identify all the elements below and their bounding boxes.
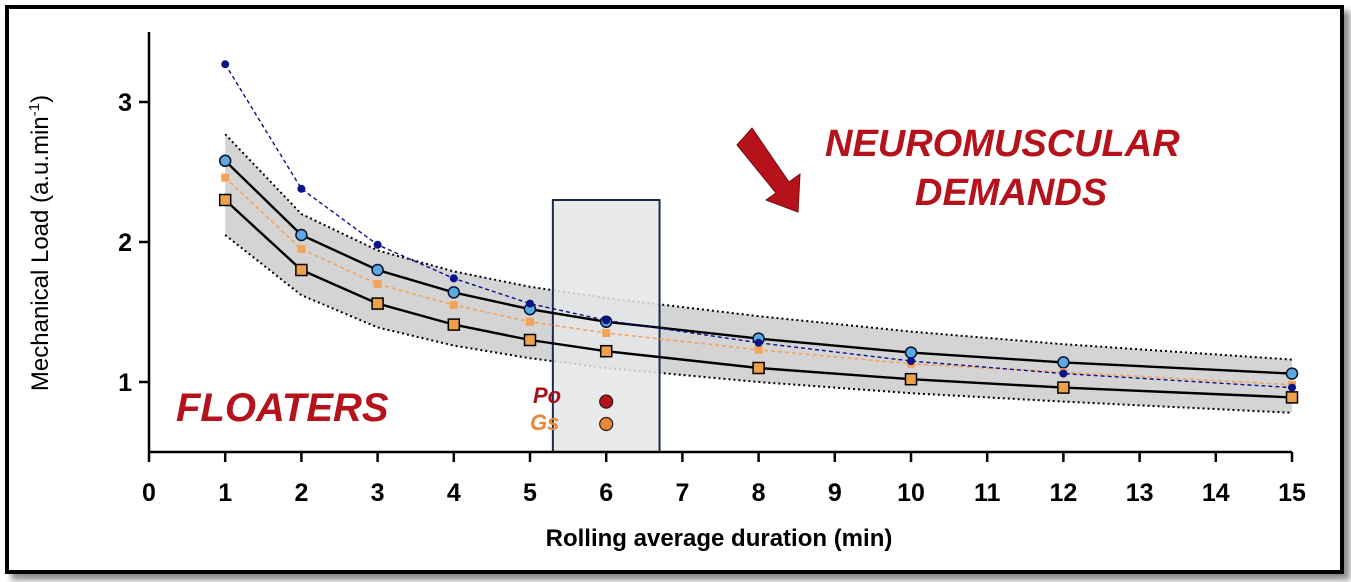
x-tick-label: 5 (523, 479, 537, 507)
orange-series-point (374, 280, 382, 288)
x-tick-label: 10 (897, 479, 925, 507)
lower-series-point (601, 346, 612, 357)
po-label: Po (533, 383, 561, 409)
x-tick-label: 8 (752, 479, 766, 507)
blue-series-point (297, 185, 305, 193)
upper-series-point (1287, 368, 1298, 379)
lower-series-point (372, 298, 383, 309)
upper-series-point (448, 287, 459, 298)
blue-series-point (450, 274, 458, 282)
blue-series-point (755, 339, 763, 347)
lower-series-point (296, 265, 307, 276)
floaters-label: FLOATERS (176, 386, 389, 431)
x-tick-label: 4 (447, 479, 461, 507)
x-tick-label: 12 (1049, 479, 1077, 507)
blue-series-point (221, 60, 229, 68)
y-axis-title-superscript: -1 (26, 103, 43, 116)
x-tick-label: 6 (599, 479, 613, 507)
y-axis-title-main: Mechanical Load (a.u.min (27, 116, 54, 391)
blue-series-point (907, 357, 915, 365)
arrow-layer (737, 128, 800, 212)
lower-series-point (525, 335, 536, 346)
lower-series-point (220, 195, 231, 206)
x-tick-label: 2 (294, 479, 308, 507)
blue-series-point (526, 300, 534, 308)
neuromuscular-label: NEUROMUSCULAR (825, 123, 1180, 166)
blue-series-point (374, 241, 382, 249)
y-tick-label: 2 (118, 229, 132, 257)
y-axis-title: Mechanical Load (a.u.min-1) (26, 95, 54, 391)
gs-point (600, 418, 613, 431)
x-tick-label: 7 (675, 479, 689, 507)
decreasing-arrow-icon (737, 128, 800, 212)
x-tick-label: 15 (1278, 479, 1306, 507)
lower-series-point (1287, 392, 1298, 403)
x-tick-label: 13 (1126, 479, 1154, 507)
orange-series-point (450, 301, 458, 309)
po-point (600, 395, 613, 408)
upper-series-point (372, 265, 383, 276)
blue-series-point (1288, 384, 1296, 392)
orange-series-point (755, 346, 763, 354)
x-tick-label: 14 (1202, 479, 1230, 507)
upper-series-point (220, 155, 231, 166)
lower-series-point (1058, 382, 1069, 393)
blue-series-point (602, 316, 610, 324)
orange-series-point (526, 318, 534, 326)
orange-series-point (602, 329, 610, 337)
y-tick-label: 3 (118, 89, 132, 117)
upper-series-point (296, 230, 307, 241)
demands-label: DEMANDS (915, 172, 1107, 215)
x-axis-title: Rolling average duration (min) (546, 525, 893, 552)
lower-series-point (753, 363, 764, 374)
lower-series-point (906, 374, 917, 385)
y-tick-label: 1 (118, 369, 132, 397)
y-axis-title-close: ) (27, 95, 54, 103)
lower-series-point (448, 319, 459, 330)
x-tick-label: 9 (828, 479, 842, 507)
x-tick-label: 11 (974, 479, 1001, 507)
x-tick-label: 0 (142, 479, 156, 507)
gs-label: Gs (530, 410, 559, 436)
upper-series-point (1058, 357, 1069, 368)
x-tick-label: 3 (371, 479, 385, 507)
blue-series-point (1059, 370, 1067, 378)
orange-series-point (297, 245, 305, 253)
upper-series-point (906, 347, 917, 358)
x-tick-label: 1 (218, 479, 232, 507)
orange-series-point (221, 174, 229, 182)
